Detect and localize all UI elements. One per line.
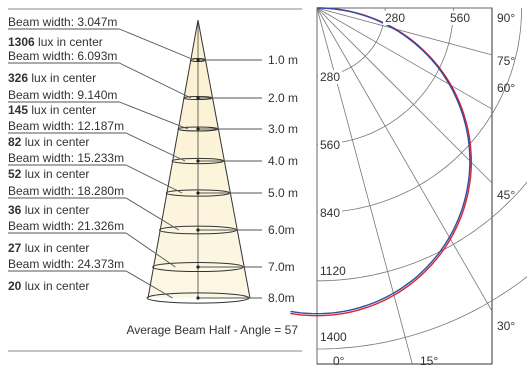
beam-leader	[119, 28, 195, 61]
bottom-angle-label: 0°	[333, 354, 345, 367]
lux-value: 20	[8, 279, 22, 293]
distance-label: 6.0m	[268, 223, 295, 237]
beam-width-label: Beam width: 6.093m	[8, 49, 117, 63]
beam-width-label: Beam width: 15.233m	[8, 151, 124, 165]
lux-value: 36	[8, 203, 22, 217]
leader-lines	[8, 28, 262, 299]
beam-width-label: Beam width: 12.187m	[8, 119, 124, 133]
lux-suffix: lux in center	[21, 167, 89, 181]
distance-label: 8.0m	[268, 291, 295, 305]
center-lux-label: 52 lux in center	[8, 167, 89, 181]
angle-label: 30°	[497, 319, 515, 333]
center-lux-label: 326 lux in center	[8, 71, 96, 85]
center-point	[196, 96, 200, 100]
angle-label: 60°	[497, 81, 515, 95]
lux-suffix: lux in center	[28, 103, 96, 117]
beam-width-label: Beam width: 18.280m	[8, 184, 124, 198]
beam-width-label: Beam width: 21.326m	[8, 219, 124, 233]
distance-label: 5.0 m	[268, 186, 298, 200]
beam-leader	[125, 132, 186, 162]
bottom-angle-label: 15°	[420, 354, 438, 367]
polar-spoke	[316, 7, 493, 184]
lux-value: 1306	[8, 35, 35, 49]
beam-angle-caption: Average Beam Half - Angle = 57	[126, 323, 298, 337]
center-lux-label: 36 lux in center	[8, 203, 89, 217]
radial-scale-label: 280	[320, 70, 340, 84]
center-point	[196, 127, 200, 131]
lux-suffix: lux in center	[21, 135, 89, 149]
distance-label: 4.0 m	[268, 154, 298, 168]
center-lux-label: 27 lux in center	[8, 241, 89, 255]
distance-label: 1.0 m	[268, 53, 298, 67]
top-scale-label: 280	[385, 11, 405, 25]
beam-leader	[119, 101, 189, 130]
radial-scale-label: 1120	[320, 264, 346, 278]
center-point	[196, 58, 200, 62]
beam-width-label: Beam width: 3.047m	[8, 15, 117, 29]
lux-suffix: lux in center	[21, 241, 89, 255]
lux-suffix: lux in center	[35, 35, 103, 49]
lux-suffix: lux in center	[28, 71, 96, 85]
polar-spoke	[316, 7, 413, 365]
polar-chart: 280 560 840 1120 1400 280 560 90° 75° 60° 45° 30° 0°…	[290, 7, 527, 367]
top-scale-label: 560	[450, 11, 470, 25]
center-point	[196, 159, 200, 163]
lux-value: 326	[8, 71, 28, 85]
beam-width-label: Beam width: 9.140m	[8, 88, 117, 102]
beam-leader	[125, 164, 183, 194]
distance-label: 7.0m	[268, 260, 295, 274]
lux-value: 145	[8, 103, 28, 117]
center-point	[196, 296, 200, 300]
center-lux-label: 145 lux in center	[8, 103, 96, 117]
distance-label: 2.0 m	[268, 91, 298, 105]
center-point	[196, 265, 200, 269]
center-lux-label: 20 lux in center	[8, 279, 89, 293]
polar-spoke	[316, 7, 493, 56]
center-lux-label: 82 lux in center	[8, 135, 89, 149]
center-lux-label: 1306 lux in center	[8, 35, 103, 49]
radial-scale-label: 840	[320, 206, 340, 220]
radial-scale-label: 1400	[320, 330, 347, 344]
angle-label: 75°	[497, 54, 515, 68]
center-point	[196, 228, 200, 232]
polar-spoke	[316, 7, 493, 312]
beam-leader	[119, 62, 192, 99]
polar-frame	[316, 7, 493, 365]
beam-leader	[125, 197, 179, 231]
beam-leader	[125, 232, 176, 268]
lux-suffix: lux in center	[21, 203, 89, 217]
intensity-curve-blue	[290, 7, 471, 315]
lux-value: 52	[8, 167, 22, 181]
beam-cone	[146, 19, 251, 304]
angle-label: 90°	[497, 11, 515, 25]
beam-leader	[125, 270, 173, 299]
angle-label: 45°	[497, 188, 515, 202]
beam-width-label: Beam width: 24.373m	[8, 257, 124, 271]
lux-suffix: lux in center	[21, 279, 89, 293]
radial-scale-label: 560	[320, 138, 340, 152]
lux-value: 82	[8, 135, 22, 149]
center-point	[196, 191, 200, 195]
distance-label: 3.0 m	[268, 122, 298, 136]
lux-value: 27	[8, 241, 22, 255]
polar-spoke	[316, 7, 493, 110]
